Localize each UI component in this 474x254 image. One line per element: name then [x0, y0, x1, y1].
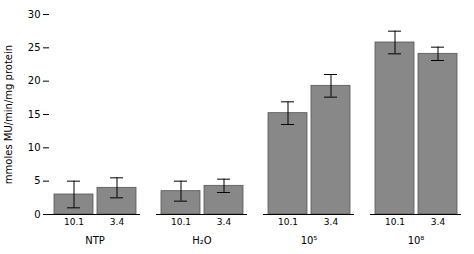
svg-text:3.4: 3.4 — [431, 217, 446, 227]
svg-text:10.1: 10.1 — [64, 217, 84, 227]
svg-text:10.1: 10.1 — [385, 217, 405, 227]
svg-text:10⁵: 10⁵ — [301, 235, 318, 246]
svg-text:10: 10 — [28, 142, 41, 153]
svg-text:5: 5 — [34, 175, 40, 186]
svg-text:mmoles MU/min/mg protein: mmoles MU/min/mg protein — [3, 45, 14, 184]
svg-text:3.4: 3.4 — [110, 217, 125, 227]
svg-text:30: 30 — [28, 9, 41, 20]
svg-text:20: 20 — [28, 75, 41, 86]
svg-text:10.1: 10.1 — [278, 217, 298, 227]
svg-text:H₂O: H₂O — [192, 235, 212, 246]
svg-text:NTP: NTP — [85, 235, 105, 246]
svg-text:10⁸: 10⁸ — [408, 235, 425, 246]
svg-text:3.4: 3.4 — [324, 217, 339, 227]
svg-text:25: 25 — [28, 42, 41, 53]
svg-text:15: 15 — [28, 109, 41, 120]
svg-text:10.1: 10.1 — [171, 217, 191, 227]
svg-text:0: 0 — [34, 209, 40, 220]
svg-text:3.4: 3.4 — [217, 217, 232, 227]
